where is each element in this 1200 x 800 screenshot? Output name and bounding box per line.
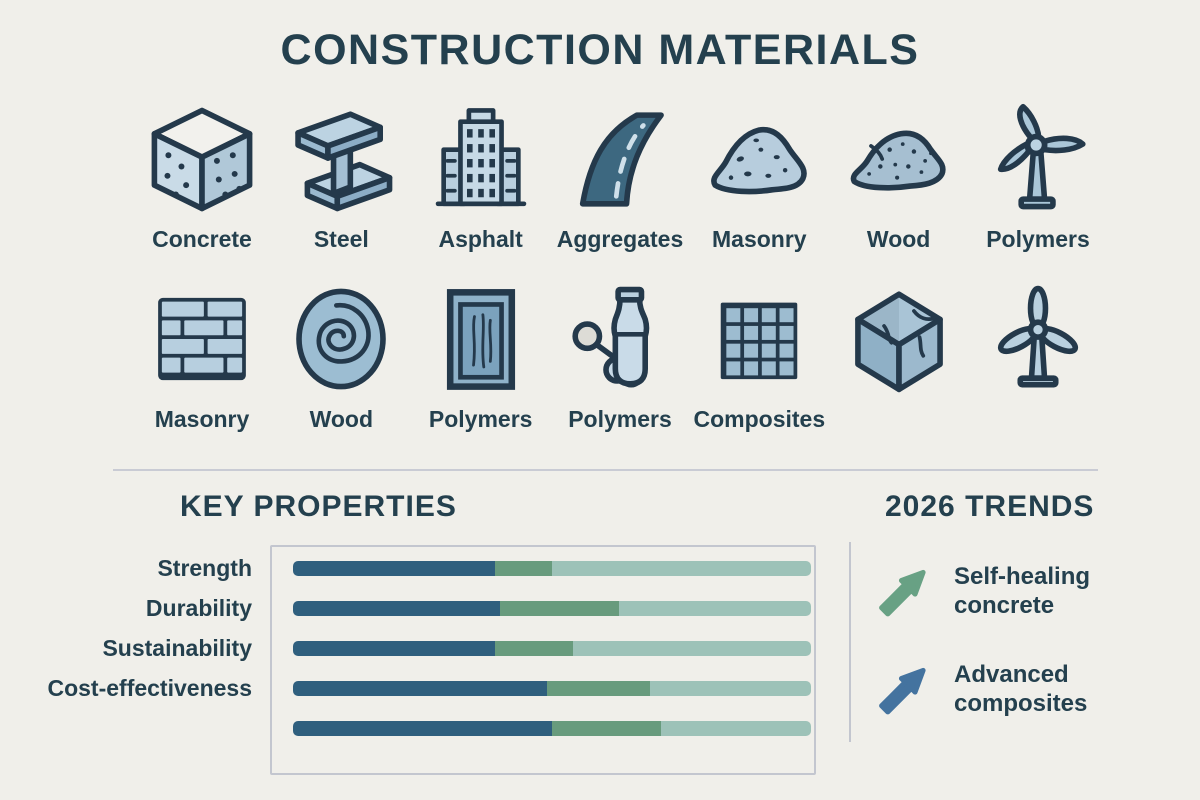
wind-turbine-front-icon [982,283,1094,395]
property-label: Cost-effectiveness [47,675,252,701]
trend-up-arrow-icon [876,560,938,622]
material-item: Concrete [135,103,269,253]
trend-item: Self-healing concrete [876,560,1090,622]
material-item: Polymers [414,283,548,433]
material-label: Concrete [152,226,252,252]
material-label: Polymers [568,406,672,432]
plastic-bottle-icon [564,283,676,395]
log-rings-icon [285,283,397,395]
property-label: Durability [145,595,252,621]
material-label: Composites [693,406,826,432]
wind-turbine-side-icon [982,103,1094,215]
materials-row-1: Concrete Steel Asphalt Aggregates Masonry Woo… [135,103,1105,253]
material-item: Asphalt [414,103,548,253]
concrete-cube-icon [146,103,258,215]
stacked-bar [293,601,811,616]
bar-segment [293,681,547,696]
tile-grid-icon [703,283,815,395]
bar-segment [660,721,811,736]
section-divider [113,469,1098,471]
trend-label: Self-healing concrete [954,563,1091,619]
trends-heading: 2026 TRENDS [885,490,1095,523]
properties-chart-panel [270,545,816,775]
gravel-pile-icon [703,103,815,215]
material-label: Wood [866,226,931,252]
material-item: Composites [692,283,826,433]
vertical-divider [849,542,851,742]
material-label: Polymers [428,406,533,432]
material-item: Steel [274,103,408,253]
material-item [971,283,1105,433]
material-label: Wood [309,406,374,432]
page-title: CONSTRUCTION MATERIALS [280,26,920,74]
bar-segment [552,721,661,736]
trend-item: Advanced composites [876,658,1087,720]
trend-up-arrow-icon [876,658,938,720]
materials-row-2: Masonry Wood Polymers Polymers Composites [135,283,1105,433]
bar-segment [619,601,811,616]
material-item: Polymers [553,283,687,433]
stacked-bar [293,641,811,656]
material-item: Polymers [971,103,1105,253]
bar-segment [551,561,811,576]
stacked-bars [293,561,814,736]
key-properties-heading: KEY PROPERTIES [180,490,457,523]
material-item: Wood [274,283,408,433]
bar-segment [293,601,501,616]
stacked-bar [293,681,811,696]
door-panel-icon [425,283,537,395]
material-label: Steel [313,226,369,252]
material-item: Wood [832,103,966,253]
gravel-pile-2-icon [843,103,955,215]
material-item: Masonry [692,103,826,253]
brick-wall-icon [146,283,258,395]
material-item: Masonry [135,283,269,433]
bar-segment [500,601,620,616]
cracked-cube-icon [843,283,955,395]
material-label: Asphalt [438,226,523,252]
property-label: Sustainability [102,635,252,661]
curved-road-icon [564,103,676,215]
material-label: Masonry [712,226,807,252]
material-label: Polymers [986,226,1090,252]
bar-segment [495,561,552,576]
building-icon [425,103,537,215]
material-item [832,283,966,433]
bar-segment [495,641,573,656]
stacked-bar [293,721,811,736]
steel-ibeam-icon [285,103,397,215]
material-label: Masonry [154,406,250,432]
trend-label: Advanced composites [954,661,1088,717]
material-item: Aggregates [553,103,687,253]
material-label: Aggregates [556,226,684,252]
bar-segment [293,641,496,656]
bar-segment [572,641,811,656]
bar-segment [293,561,496,576]
stacked-bar [293,561,811,576]
bar-segment [546,681,651,696]
property-label: Strength [157,555,252,581]
bar-segment [293,721,552,736]
bar-segment [650,681,811,696]
